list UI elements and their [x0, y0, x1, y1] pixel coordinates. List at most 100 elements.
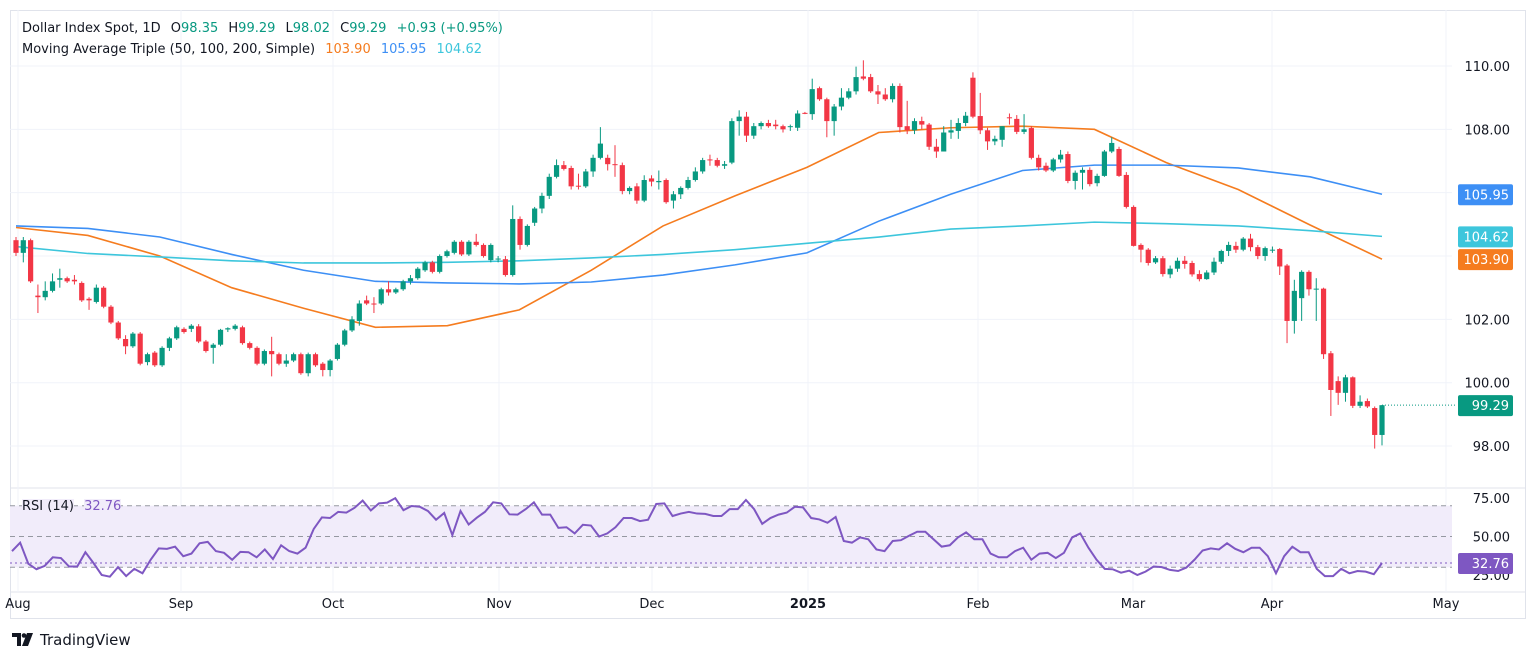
candle [714, 157, 720, 168]
candle-body [444, 251, 450, 257]
candle [919, 116, 925, 130]
candle [605, 154, 611, 171]
candle [283, 354, 289, 367]
candle [685, 176, 691, 190]
candle [488, 243, 494, 263]
candle-body [356, 303, 362, 321]
candle-body [977, 116, 983, 131]
ma100-value: 105.95 [380, 42, 427, 57]
candle [1079, 167, 1086, 190]
candle [473, 233, 479, 247]
candle [356, 300, 362, 326]
candle [1123, 172, 1129, 209]
candle-body [1364, 401, 1370, 407]
candle [64, 276, 70, 283]
candle [108, 305, 114, 325]
ma-title: Moving Average Triple (50, 100, 200, Sim… [22, 42, 316, 57]
candle-body [1306, 271, 1312, 290]
candle [196, 324, 202, 344]
candle [1021, 114, 1027, 135]
candle-body [707, 159, 713, 161]
candle [1313, 278, 1319, 321]
candle [838, 88, 845, 111]
candle-body [1204, 272, 1210, 280]
candle [1357, 395, 1363, 409]
candle-body [970, 77, 976, 117]
candle [692, 167, 698, 182]
candle-body [1342, 377, 1349, 393]
candle-body [130, 333, 136, 347]
candle [590, 154, 596, 177]
candle [159, 346, 165, 367]
candle-body [1050, 159, 1056, 171]
candle [188, 324, 194, 333]
candle-body [1211, 261, 1217, 273]
candle-body [1014, 118, 1020, 132]
candle [371, 297, 377, 314]
candle-body [429, 262, 435, 272]
candle [824, 97, 830, 138]
x-tick-label: 2025 [790, 597, 826, 612]
candle [1350, 376, 1356, 409]
candle-body [13, 240, 19, 253]
candle-body [795, 113, 801, 128]
candle [115, 320, 121, 340]
ma-price-badge: 104.62 [1458, 226, 1513, 248]
candle [941, 126, 947, 152]
candle [773, 119, 779, 130]
candle-body [1262, 248, 1268, 257]
candle-body [1043, 165, 1049, 171]
candle [743, 111, 750, 143]
ma-price-badge-text: 104.62 [1464, 230, 1510, 245]
candle [210, 343, 216, 364]
candle [583, 168, 589, 188]
candle [349, 316, 355, 333]
candle-body [334, 344, 341, 359]
candle [853, 66, 859, 95]
candle-body [1036, 157, 1042, 168]
candle-body [575, 185, 582, 187]
candle [1225, 241, 1232, 257]
candle-body [824, 99, 830, 122]
candle-body [897, 85, 903, 128]
candle [1043, 162, 1049, 173]
candle-body [1072, 172, 1078, 181]
candle-body [115, 322, 121, 339]
candle [1269, 246, 1276, 253]
candle [787, 124, 793, 131]
candle [480, 243, 487, 258]
candle [57, 268, 63, 288]
candle [926, 123, 932, 150]
candle [758, 121, 764, 130]
candle-body [473, 241, 479, 245]
candle [1335, 376, 1341, 405]
candle-body [1225, 244, 1232, 251]
candle-body [773, 124, 779, 127]
candle [261, 349, 267, 366]
candle [1006, 113, 1013, 125]
candle-body [290, 354, 297, 361]
tradingview-logo[interactable]: TradingView [12, 631, 131, 649]
candle-body [385, 289, 392, 293]
candle-body [122, 338, 129, 347]
candle [1189, 260, 1195, 277]
candle-body [758, 123, 764, 127]
candle [992, 135, 998, 146]
x-tick-label: Oct [322, 597, 344, 612]
candle [166, 336, 173, 352]
candle [897, 83, 903, 133]
candle-body [941, 132, 947, 152]
moving-average-line-200 [15, 221, 1383, 264]
ma-price-badge-bg [1458, 226, 1513, 248]
candle [860, 60, 866, 81]
candle-body [743, 116, 750, 136]
x-tick-label: Apr [1261, 597, 1284, 612]
ma-price-badge: 105.95 [1458, 184, 1513, 206]
candle-body [627, 187, 633, 192]
candle-body [422, 262, 428, 271]
candle [670, 191, 677, 209]
candle-body [181, 328, 187, 333]
price-tick-label: 102.00 [1465, 313, 1511, 328]
candle-body [159, 347, 165, 366]
